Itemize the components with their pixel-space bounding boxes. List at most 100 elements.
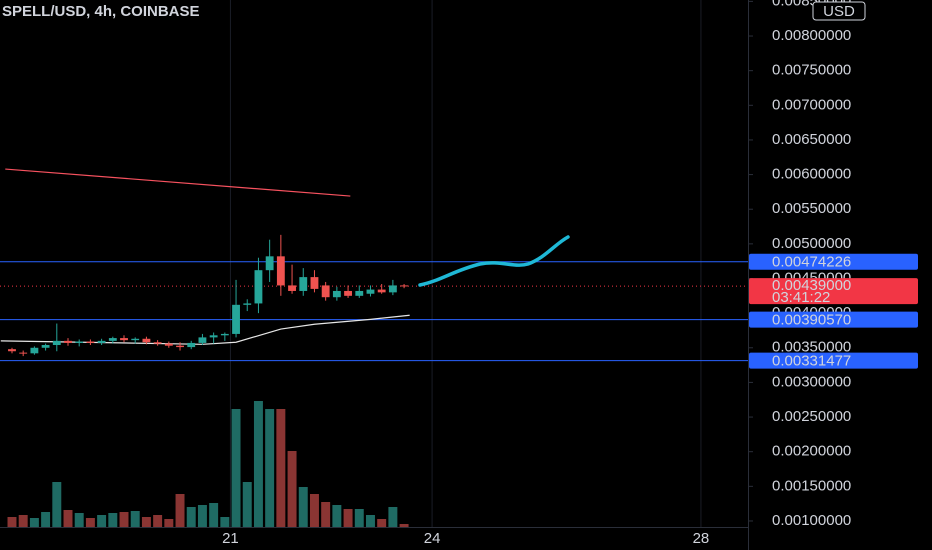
candle-body [131, 338, 140, 341]
candle-body [52, 340, 61, 346]
volume-bar [276, 409, 286, 527]
countdown: 03:41:22 [772, 289, 830, 306]
candle-body [332, 290, 341, 298]
volume-bar [388, 507, 398, 527]
candle-body [64, 340, 72, 343]
y-tick-label: 0.00700000 [772, 96, 851, 113]
volume-bar [253, 401, 263, 527]
volume-bar [141, 517, 151, 527]
candle-body [187, 342, 196, 348]
volume-bar [365, 515, 375, 527]
candle-body [355, 290, 364, 296]
price-label: 0.00390570 [772, 312, 851, 329]
candle-body [344, 290, 352, 296]
candle-body [176, 345, 184, 348]
volume-bar [153, 515, 163, 527]
y-tick-label: 0.00800000 [772, 27, 851, 44]
candle-body [164, 343, 173, 346]
candle-body [30, 347, 39, 354]
volume-bar [130, 511, 140, 527]
moving-average [5, 168, 351, 197]
volume-bar [220, 517, 230, 527]
volume-bar [186, 507, 196, 527]
y-tick-label: 0.00550000 [772, 200, 851, 217]
last-price-label: 0.00439000 [772, 277, 851, 294]
candle-body [120, 338, 128, 341]
price-label-box [749, 311, 918, 328]
volume-bar [399, 524, 409, 527]
last-price-box [749, 278, 918, 305]
volume-bar [41, 512, 51, 527]
volume-bar [287, 451, 297, 527]
candle-body [220, 333, 229, 336]
volume-bar [18, 515, 28, 527]
volume-bar [74, 513, 84, 527]
volume-bar [7, 517, 17, 527]
y-tick-label: 0.00200000 [772, 443, 851, 460]
volume-bar [97, 515, 107, 527]
y-tick-label: 0.00500000 [772, 235, 851, 252]
volume-bar [298, 487, 308, 527]
candle-body [8, 349, 16, 352]
y-tick-label: 0.00350000 [772, 339, 851, 356]
candle-body [400, 285, 408, 287]
price-label-box [749, 352, 918, 369]
candle-body [19, 352, 28, 354]
candle-body [142, 338, 151, 343]
volume-bar [332, 505, 342, 527]
candle-body [153, 342, 162, 344]
volume-bar [265, 409, 275, 527]
x-tick-label: 24 [424, 530, 441, 547]
volume-bar [209, 503, 219, 527]
candle-body [86, 341, 95, 343]
volume-bar [354, 509, 364, 527]
volume-bar [164, 519, 174, 527]
volume-bar [63, 510, 73, 527]
candle-body [254, 270, 263, 304]
candle-body [243, 303, 252, 305]
y-tick-label: 0.00100000 [772, 512, 851, 529]
candle-body [75, 341, 84, 343]
currency[interactable]: USD [823, 3, 855, 20]
y-tick-label: 0.00300000 [772, 373, 851, 390]
x-tick-label: 28 [693, 530, 710, 547]
volume-bar [321, 502, 331, 527]
projection-drawing [418, 235, 570, 287]
volume-bar [231, 409, 241, 527]
y-tick-label: 0.00150000 [772, 477, 851, 494]
y-tick-label: 0.00250000 [772, 408, 851, 425]
volume-bar [197, 505, 207, 527]
price-label: 0.00474226 [772, 254, 851, 271]
y-tick-label: 0.00750000 [772, 62, 851, 79]
chart-title: SPELL/USD, 4h, COINBASE [2, 3, 200, 20]
volume-bar [242, 482, 252, 527]
candle-body [310, 277, 319, 289]
volume-bar [309, 494, 319, 527]
y-tick-label: 0.00650000 [772, 131, 851, 148]
x-tick-label: 21 [222, 530, 239, 547]
volume-bar [52, 482, 62, 527]
candle-body [377, 289, 386, 293]
candle-body [232, 304, 240, 334]
y-tick-label: 0.00850000 [772, 0, 851, 9]
candle-body [366, 289, 375, 294]
candle-body [299, 277, 308, 291]
candle-body [276, 256, 285, 286]
volume-bar [119, 512, 129, 527]
candle-body [198, 337, 207, 343]
candle-body [321, 285, 330, 298]
candle-body [288, 285, 296, 291]
volume-bar [85, 518, 95, 527]
volume-bar [377, 519, 387, 527]
volume-bar [343, 509, 353, 527]
candle-body [265, 256, 274, 271]
y-tick-label: 0.00600000 [772, 166, 851, 183]
candle-body [388, 285, 397, 293]
candle-body [108, 338, 117, 341]
volume-bar [175, 494, 185, 527]
price-label-box [749, 253, 918, 270]
volume-bar [108, 513, 118, 527]
currency-box[interactable] [812, 1, 866, 21]
